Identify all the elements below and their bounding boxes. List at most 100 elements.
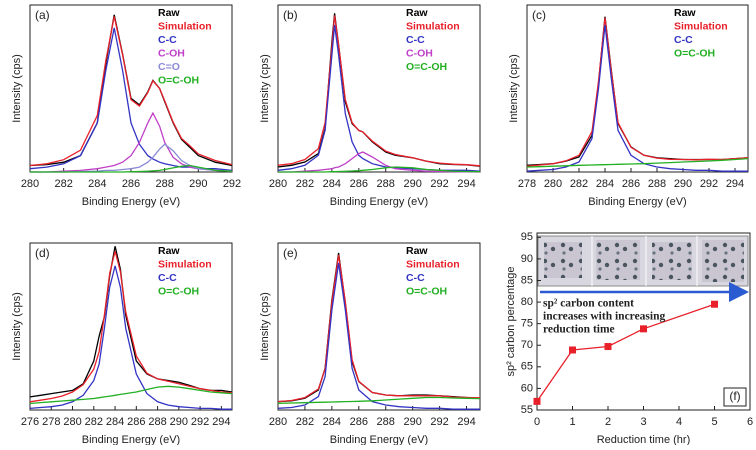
legend-entry: Simulation	[674, 20, 728, 32]
legend-entry: Simulation	[158, 20, 212, 32]
x-axis-label: Binding Energy (eV)	[82, 434, 180, 445]
legend-entry: O=C-OH	[158, 74, 199, 86]
x-tick-label: 292	[430, 178, 448, 190]
x-tick-label: 290	[403, 416, 421, 428]
legend-entry: C-OH	[406, 47, 433, 59]
plot-frame	[277, 4, 481, 173]
data-line	[29, 16, 233, 167]
y-tick-label: 65	[521, 361, 533, 373]
panel-label: (f)	[729, 389, 740, 403]
data-point	[640, 325, 647, 333]
x-tick-label: 290	[170, 416, 188, 428]
inset-image	[537, 235, 749, 287]
x-tick-label: 284	[596, 178, 614, 190]
x-tick-label: 3	[640, 416, 646, 428]
data-line	[277, 24, 481, 172]
legend-entry: Raw	[406, 245, 428, 257]
y-tick-label: 85	[521, 274, 533, 286]
data-point	[604, 343, 612, 351]
inset-tile	[596, 240, 640, 280]
y-axis-label: Intensity (cps)	[11, 292, 23, 360]
panel-label: (a)	[35, 8, 50, 22]
y-tick-label: 75	[521, 318, 533, 330]
x-tick-label: 280	[21, 178, 39, 190]
data-line	[526, 17, 749, 167]
x-tick-label: 288	[155, 178, 173, 190]
x-tick-label: 288	[148, 416, 166, 428]
legend-entry: C-OH	[158, 47, 185, 59]
x-tick-label: 5	[711, 416, 717, 428]
x-tick-label: 278	[42, 416, 60, 428]
x-tick-label: 0	[534, 416, 540, 428]
x-tick-label: 290	[189, 178, 207, 190]
data-point	[569, 346, 576, 354]
x-tick-label: 282	[54, 178, 72, 190]
x-tick-label: 282	[296, 416, 314, 428]
data-line	[29, 251, 233, 403]
data-line	[526, 157, 749, 168]
x-tick-label: 286	[122, 178, 140, 190]
legend-entry: Simulation	[158, 258, 212, 270]
data-line	[277, 252, 481, 403]
legend-entry: C-C	[674, 34, 693, 46]
x-tick-label: 294	[212, 416, 230, 428]
x-axis-label: Binding Energy (eV)	[330, 196, 428, 208]
data-line	[277, 15, 481, 167]
panel-label-box	[723, 387, 747, 407]
x-axis-label: Reduction time (hr)	[597, 434, 691, 445]
legend-entry: O=C-OH	[158, 285, 199, 297]
panel-label: (c)	[532, 8, 546, 22]
x-tick-label: 280	[63, 416, 81, 428]
x-tick-label: 4	[676, 416, 682, 428]
y-tick-label: 80	[521, 296, 533, 308]
x-tick-label: 288	[648, 178, 666, 190]
legend-entry: Simulation	[406, 258, 460, 270]
x-tick-label: 294	[457, 178, 475, 190]
x-tick-label: 290	[674, 178, 692, 190]
x-tick-label: 286	[350, 178, 368, 190]
x-tick-label: 292	[223, 178, 241, 190]
annotation: reduction time	[543, 324, 615, 336]
panel-label: (e)	[283, 246, 298, 260]
y-tick-label: 60	[521, 382, 533, 394]
plot-frame	[29, 242, 233, 411]
x-tick-label: 286	[350, 416, 368, 428]
legend-entry: O=C-OH	[674, 47, 715, 59]
annotation: sp² carbon content	[543, 298, 634, 310]
y-axis-label: sp² carbon percentage	[505, 266, 517, 376]
x-tick-label: 284	[323, 416, 341, 428]
data-point	[533, 397, 541, 405]
y-tick-label: 95	[521, 231, 533, 243]
x-tick-label: 286	[622, 178, 640, 190]
y-tick-label: 70	[521, 339, 533, 351]
legend-entry: O=C-OH	[406, 61, 447, 73]
data-line	[277, 13, 481, 168]
x-tick-label: 282	[85, 416, 103, 428]
data-line	[278, 166, 481, 173]
data-line	[29, 265, 232, 410]
legend-entry: Simulation	[406, 20, 460, 32]
x-tick-label: 280	[269, 178, 287, 190]
legend-entry: Raw	[158, 245, 180, 257]
legend-entry: O=C-OH	[406, 285, 447, 297]
x-tick-label: 288	[377, 416, 395, 428]
x-tick-label: 1	[569, 416, 575, 428]
data-line	[526, 16, 749, 166]
x-tick-label: 280	[544, 178, 562, 190]
x-tick-label: 6	[747, 416, 753, 428]
x-tick-label: 282	[296, 178, 314, 190]
y-axis-label: Intensity (cps)	[259, 292, 271, 360]
y-axis-label: Intensity (cps)	[508, 54, 520, 122]
x-tick-label: 294	[457, 416, 475, 428]
data-line	[29, 14, 233, 167]
x-tick-label: 290	[403, 178, 421, 190]
x-tick-label: 2	[605, 416, 611, 428]
legend-entry: C-C	[406, 272, 425, 284]
inset-tile	[652, 242, 692, 280]
panel-label: (b)	[283, 8, 298, 22]
legend-entry: C-C	[406, 34, 425, 46]
data-line	[277, 254, 481, 403]
x-tick-label: 292	[191, 416, 209, 428]
